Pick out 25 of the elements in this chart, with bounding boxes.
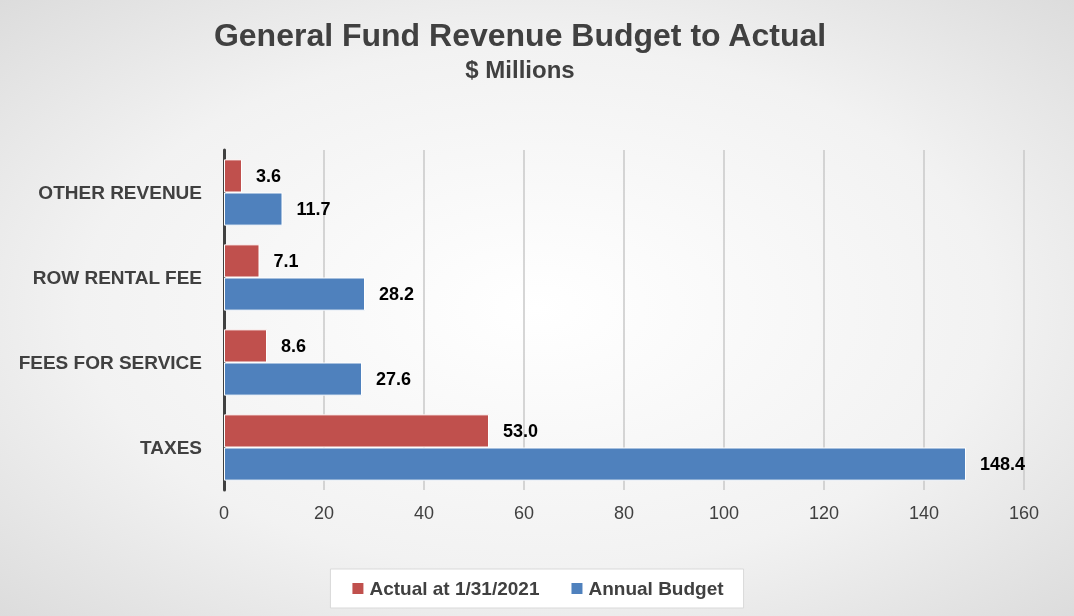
data-label: 53.0 (503, 420, 539, 441)
x-tick-label: 40 (413, 503, 435, 523)
x-tick-label: 0 (218, 503, 230, 523)
data-label: 8.6 (281, 335, 307, 356)
x-tick-label: 160 (1008, 503, 1040, 523)
data-label: 27.6 (376, 369, 412, 390)
x-tick-label: 60 (513, 503, 535, 523)
y-tick-label: TAXES (140, 437, 202, 458)
legend-label: Actual at 1/31/2021 (369, 578, 540, 599)
chart-title: General Fund Revenue Budget to Actual (213, 17, 827, 53)
data-label: 7.1 (273, 250, 299, 271)
data-label: 11.7 (296, 199, 331, 220)
y-tick-label: FEES FOR SERVICE (18, 352, 202, 373)
x-tick-label: 80 (613, 503, 635, 523)
x-tick-label: 120 (808, 503, 840, 523)
x-tick-label: 20 (313, 503, 335, 523)
x-tick-label: 100 (708, 503, 740, 523)
y-tick-label: OTHER REVENUE (38, 182, 202, 203)
legend-label: Annual Budget (588, 578, 725, 599)
chart-subtitle: $ Millions (465, 55, 575, 83)
data-label: 3.6 (256, 165, 282, 186)
x-tick-label: 140 (908, 503, 940, 523)
y-tick-label: ROW RENTAL FEE (32, 267, 202, 288)
data-label: 28.2 (379, 284, 415, 305)
data-label: 148.4 (980, 454, 1026, 475)
